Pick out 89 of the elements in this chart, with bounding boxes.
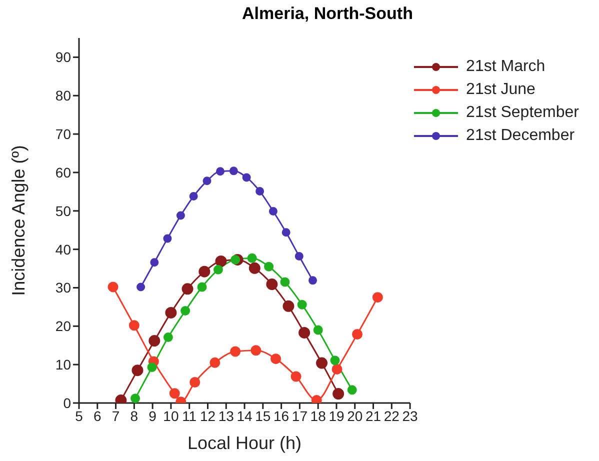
point	[176, 211, 185, 220]
point	[198, 266, 210, 278]
x-tick-label: 6	[93, 408, 102, 424]
x-tick-label: 15	[255, 408, 271, 424]
point	[147, 362, 157, 372]
point	[256, 187, 264, 196]
point	[270, 354, 282, 364]
point	[202, 176, 212, 186]
x-tick-label: 23	[402, 408, 418, 424]
point	[316, 357, 328, 369]
y-tick-label: 40	[55, 241, 72, 258]
point	[182, 283, 194, 295]
point	[230, 346, 241, 357]
point	[282, 300, 294, 312]
point	[250, 345, 262, 356]
legend-label: 21st December	[466, 126, 575, 144]
point	[128, 320, 140, 331]
point	[268, 207, 278, 216]
point	[266, 278, 278, 290]
y-tick-label: 70	[55, 126, 72, 142]
point	[332, 388, 344, 400]
x-tick-label: 12	[200, 408, 216, 424]
point	[130, 394, 140, 403]
y-tick-label: 0	[63, 394, 72, 411]
x-tick-label: 7	[112, 408, 120, 424]
x-tick-label: 9	[148, 408, 157, 424]
point	[248, 262, 260, 274]
x-tick-label: 18	[310, 408, 326, 424]
point	[297, 300, 307, 310]
y-tick-label: 80	[55, 88, 72, 104]
x-tick-label: 11	[182, 408, 197, 424]
point	[136, 282, 146, 292]
x-tick-label: 17	[292, 408, 308, 424]
x-tick-label: 8	[130, 408, 138, 424]
legend-label: 21st June	[466, 80, 536, 98]
point	[148, 335, 160, 347]
legend-label: 21st March	[466, 58, 546, 76]
point	[215, 255, 227, 267]
chart-title: Almeria, North-South	[241, 4, 414, 24]
point	[229, 166, 238, 176]
point	[298, 326, 310, 338]
y-tick-label: 30	[55, 280, 72, 296]
point	[108, 282, 118, 292]
point	[294, 252, 304, 260]
point	[163, 234, 172, 243]
point	[132, 364, 144, 376]
point	[213, 264, 223, 274]
x-tick-label: 22	[384, 408, 400, 424]
y-tick-label: 50	[55, 202, 72, 219]
point	[169, 388, 180, 399]
point	[332, 364, 342, 374]
point	[280, 277, 290, 287]
point	[163, 332, 173, 342]
x-tick-label: 14	[236, 408, 253, 424]
point	[330, 356, 340, 366]
point	[216, 167, 224, 176]
point	[180, 306, 190, 316]
y-tick-label: 60	[55, 164, 72, 180]
point	[190, 377, 200, 388]
x-tick-label: 13	[218, 408, 234, 424]
y-axis-title: Incidence Angle (º)	[8, 145, 28, 296]
point	[230, 254, 240, 264]
x-tick-label: 21	[365, 408, 382, 424]
point	[264, 262, 274, 272]
y-tick-label: 10	[55, 356, 72, 373]
x-tick-label: 10	[163, 408, 179, 424]
point	[308, 276, 318, 285]
point	[282, 228, 290, 237]
point	[247, 253, 257, 263]
point	[242, 173, 251, 182]
point	[313, 325, 323, 335]
point	[210, 357, 220, 368]
point	[290, 371, 302, 382]
x-axis-title: Local Hour (h)	[188, 433, 302, 453]
point	[347, 385, 357, 395]
point	[372, 292, 383, 303]
x-tick-label: 16	[274, 408, 290, 424]
point	[189, 192, 198, 201]
x-tick-label: 5	[75, 408, 84, 424]
point	[150, 258, 159, 267]
x-tick-label: 20	[347, 408, 363, 424]
point	[197, 282, 207, 292]
point	[311, 395, 322, 403]
y-tick-label: 20	[55, 318, 72, 334]
x-tick-label: 19	[328, 408, 344, 424]
y-tick-label: 90	[55, 49, 72, 66]
point	[165, 306, 177, 318]
point	[352, 328, 363, 340]
legend-label: 21st September	[466, 104, 579, 122]
